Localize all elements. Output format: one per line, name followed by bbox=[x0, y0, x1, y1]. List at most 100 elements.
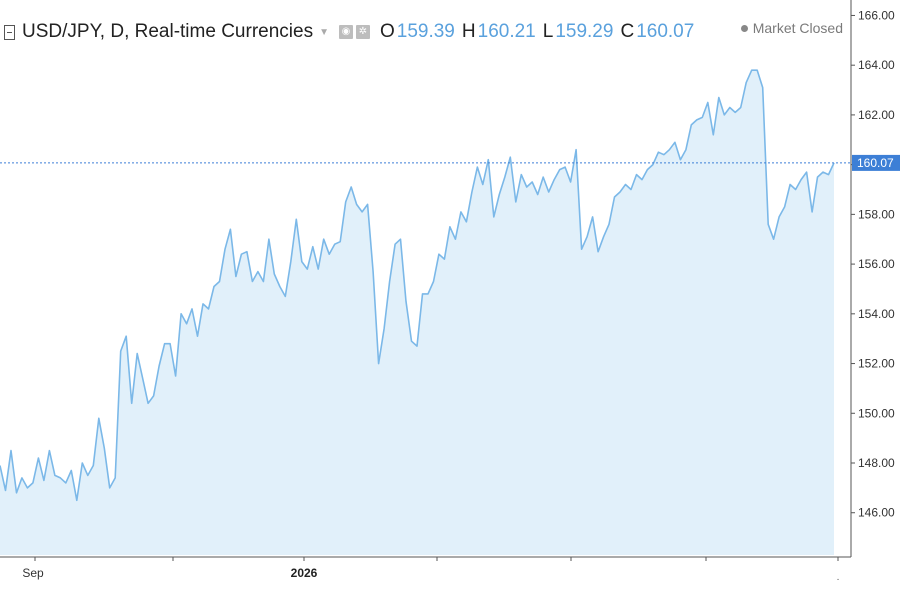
data-point bbox=[400, 238, 402, 240]
data-point bbox=[10, 450, 12, 452]
data-point bbox=[131, 402, 133, 404]
data-point bbox=[641, 179, 643, 181]
data-point bbox=[153, 395, 155, 397]
data-point bbox=[784, 206, 786, 208]
open-value: 159.39 bbox=[396, 21, 455, 42]
x-tick-label: Sep bbox=[22, 566, 44, 580]
data-point bbox=[125, 335, 127, 337]
data-point bbox=[279, 285, 281, 287]
data-point bbox=[449, 226, 451, 228]
data-point bbox=[323, 238, 325, 240]
data-point bbox=[92, 464, 94, 466]
price-area-fill bbox=[0, 70, 834, 555]
data-point bbox=[317, 268, 319, 270]
data-point bbox=[158, 365, 160, 367]
open-label: O bbox=[379, 21, 395, 42]
data-point bbox=[465, 221, 467, 223]
data-point bbox=[70, 469, 72, 471]
data-point bbox=[482, 184, 484, 186]
data-point bbox=[668, 149, 670, 151]
data-point bbox=[312, 246, 314, 248]
data-point bbox=[454, 238, 456, 240]
y-tick-label: 150.00 bbox=[858, 406, 895, 420]
data-point bbox=[707, 101, 709, 103]
data-point bbox=[81, 462, 83, 464]
data-point bbox=[334, 243, 336, 245]
data-point bbox=[520, 174, 522, 176]
data-point bbox=[619, 191, 621, 193]
data-point bbox=[564, 166, 566, 168]
data-point bbox=[345, 201, 347, 203]
data-point bbox=[685, 149, 687, 151]
data-point bbox=[718, 97, 720, 99]
data-point bbox=[164, 343, 166, 345]
data-point bbox=[570, 181, 572, 183]
time-axis[interactable]: Sep 2026 · bbox=[0, 556, 851, 585]
data-point bbox=[240, 253, 242, 255]
data-point bbox=[202, 303, 204, 305]
data-point bbox=[180, 313, 182, 315]
data-point bbox=[48, 450, 50, 452]
data-point bbox=[224, 248, 226, 250]
data-point bbox=[575, 149, 577, 151]
data-point bbox=[367, 203, 369, 205]
data-point bbox=[142, 377, 144, 379]
data-point bbox=[235, 276, 237, 278]
data-point bbox=[273, 273, 275, 275]
data-point bbox=[828, 174, 830, 176]
data-point bbox=[306, 268, 308, 270]
data-point bbox=[191, 308, 193, 310]
data-point bbox=[65, 482, 67, 484]
close-value: 160.07 bbox=[636, 21, 695, 42]
last-price-badge-label: 160.07 bbox=[857, 156, 894, 170]
y-tick-group: 146.00 148.00 150.00 152.00 154.00 156.00 158.… bbox=[851, 8, 895, 520]
data-point bbox=[383, 328, 385, 330]
data-point bbox=[427, 293, 429, 295]
data-point bbox=[109, 487, 111, 489]
data-point bbox=[59, 477, 61, 479]
data-point bbox=[197, 335, 199, 337]
data-point bbox=[339, 241, 341, 243]
data-point bbox=[361, 211, 363, 213]
data-point bbox=[328, 253, 330, 255]
high-value: 160.21 bbox=[477, 21, 536, 42]
data-point bbox=[597, 251, 599, 253]
data-point bbox=[416, 345, 418, 347]
chevron-down-icon[interactable]: ▼ bbox=[319, 26, 329, 38]
data-point bbox=[635, 174, 637, 176]
gear-icon[interactable]: ✲ bbox=[355, 25, 370, 39]
data-point bbox=[21, 477, 23, 479]
data-point bbox=[762, 87, 764, 89]
high-label: H bbox=[461, 21, 476, 42]
y-tick-label: 152.00 bbox=[858, 357, 895, 371]
data-point bbox=[603, 236, 605, 238]
y-tick-label: 158.00 bbox=[858, 207, 895, 221]
data-point bbox=[213, 285, 215, 287]
data-point bbox=[4, 489, 6, 491]
collapse-icon[interactable] bbox=[4, 24, 15, 40]
data-point bbox=[800, 179, 802, 181]
data-point bbox=[76, 499, 78, 501]
data-point bbox=[586, 236, 588, 238]
data-point bbox=[515, 201, 517, 203]
data-point bbox=[712, 134, 714, 136]
data-point bbox=[817, 176, 819, 178]
data-point bbox=[592, 216, 594, 218]
data-point bbox=[251, 281, 253, 283]
eye-icon[interactable]: ◉ bbox=[338, 25, 353, 39]
y-tick-label: 148.00 bbox=[858, 456, 895, 470]
data-point bbox=[54, 474, 56, 476]
data-point bbox=[186, 323, 188, 325]
market-status-label: Market Closed bbox=[752, 20, 843, 36]
data-point bbox=[295, 218, 297, 220]
y-tick-label: 166.00 bbox=[858, 8, 895, 22]
data-point bbox=[767, 223, 769, 225]
data-point bbox=[262, 281, 264, 283]
price-line bbox=[0, 69, 835, 502]
data-point bbox=[723, 114, 725, 116]
symbol-title[interactable]: USD/JPY, D, Real-time Currencies bbox=[22, 21, 314, 42]
data-point bbox=[531, 181, 533, 183]
data-point bbox=[614, 196, 616, 198]
data-point bbox=[356, 203, 358, 205]
